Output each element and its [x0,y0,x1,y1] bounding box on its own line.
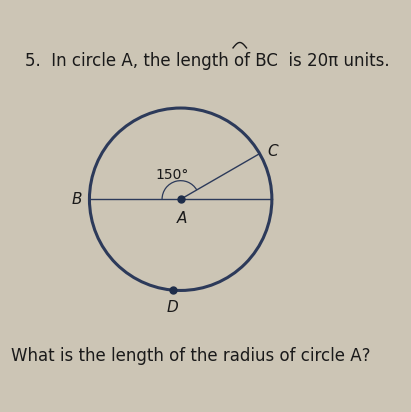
Text: A: A [177,211,187,226]
Text: 5.  In circle A, the length of BC  is 20π units.: 5. In circle A, the length of BC is 20π … [25,52,390,70]
Text: 150°: 150° [155,169,189,183]
Text: D: D [167,300,178,315]
Text: C: C [267,145,278,159]
Text: What is the length of the radius of circle A?: What is the length of the radius of circ… [11,347,371,365]
Text: B: B [72,192,82,207]
